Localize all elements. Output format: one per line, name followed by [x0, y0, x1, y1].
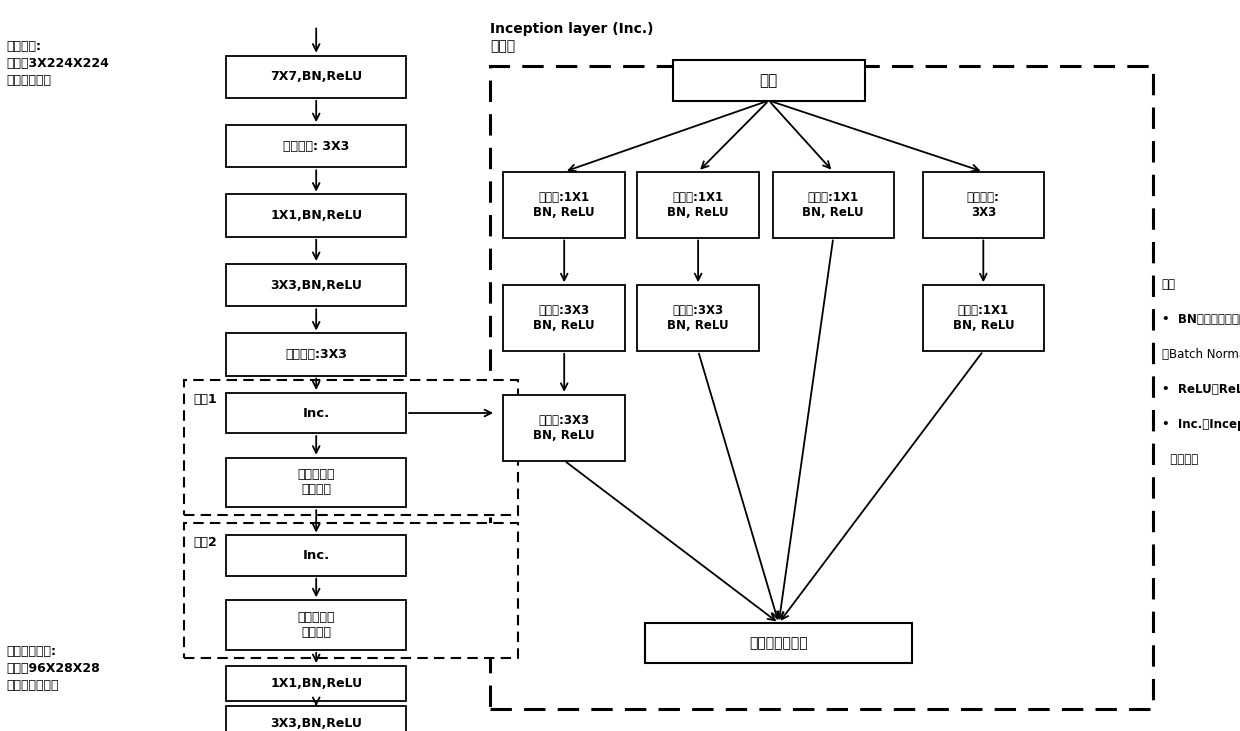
FancyBboxPatch shape [226, 535, 407, 576]
FancyBboxPatch shape [184, 380, 518, 515]
FancyBboxPatch shape [923, 172, 1044, 238]
Text: 最大池化:3X3: 最大池化:3X3 [285, 348, 347, 361]
FancyBboxPatch shape [226, 706, 407, 731]
Text: 卷积核:1X1
BN, ReLU: 卷积核:1X1 BN, ReLU [952, 304, 1014, 332]
FancyBboxPatch shape [226, 666, 407, 701]
FancyBboxPatch shape [226, 333, 407, 376]
FancyBboxPatch shape [773, 172, 894, 238]
Text: 二维注意力
机制模块: 二维注意力 机制模块 [298, 469, 335, 496]
Text: 卷积核:1X1
BN, ReLU: 卷积核:1X1 BN, ReLU [802, 191, 864, 219]
Text: 输入: 输入 [760, 73, 777, 88]
Text: 卷积核:3X3
BN, ReLU: 卷积核:3X3 BN, ReLU [667, 304, 729, 332]
Text: •  Inc.指Inception 网络的: • Inc.指Inception 网络的 [1162, 418, 1240, 431]
Text: 3X3,BN,ReLU: 3X3,BN,ReLU [270, 279, 362, 292]
Text: 模块2: 模块2 [193, 536, 217, 549]
Text: •  BN指批量归一化操作: • BN指批量归一化操作 [1162, 313, 1240, 326]
Text: 3X3,BN,ReLU: 3X3,BN,ReLU [270, 717, 362, 730]
Text: 卷积核:3X3
BN, ReLU: 卷积核:3X3 BN, ReLU [533, 304, 595, 332]
FancyBboxPatch shape [503, 395, 625, 461]
Text: 注：: 注： [1162, 278, 1176, 291]
Text: （Batch Normalization）: （Batch Normalization） [1162, 348, 1240, 361]
Text: 输入图像:
大小为3X224X224
单位（像素）: 输入图像: 大小为3X224X224 单位（像素） [6, 40, 109, 87]
Text: 1X1,BN,ReLU: 1X1,BN,ReLU [270, 677, 362, 690]
Text: Inc.: Inc. [303, 549, 330, 562]
Text: 二维注意力
机制模块: 二维注意力 机制模块 [298, 611, 335, 639]
Text: 模块1: 模块1 [193, 393, 217, 406]
FancyBboxPatch shape [923, 285, 1044, 351]
FancyBboxPatch shape [184, 523, 518, 658]
FancyBboxPatch shape [226, 56, 407, 98]
Text: 最大池化: 3X3: 最大池化: 3X3 [283, 140, 350, 153]
FancyBboxPatch shape [637, 285, 759, 351]
Text: 卷积核:1X1
BN, ReLU: 卷积核:1X1 BN, ReLU [667, 191, 729, 219]
FancyBboxPatch shape [637, 172, 759, 238]
Text: •  ReLU指ReLU激活函数: • ReLU指ReLU激活函数 [1162, 383, 1240, 396]
Text: 卷积核:3X3
BN, ReLU: 卷积核:3X3 BN, ReLU [533, 414, 595, 442]
FancyBboxPatch shape [226, 264, 407, 306]
FancyBboxPatch shape [672, 60, 866, 100]
Text: 四路拼接，输出: 四路拼接，输出 [749, 636, 808, 651]
Text: 单元模块: 单元模块 [1162, 453, 1198, 466]
Text: 平均池化:
3X3: 平均池化: 3X3 [967, 191, 999, 219]
FancyBboxPatch shape [226, 458, 407, 507]
FancyBboxPatch shape [226, 125, 407, 167]
FancyBboxPatch shape [226, 600, 407, 650]
Text: 7X7,BN,ReLU: 7X7,BN,ReLU [270, 70, 362, 83]
Text: Inception layer (Inc.)
内结构: Inception layer (Inc.) 内结构 [490, 22, 653, 53]
FancyBboxPatch shape [226, 194, 407, 237]
FancyBboxPatch shape [503, 172, 625, 238]
Text: 1X1,BN,ReLU: 1X1,BN,ReLU [270, 209, 362, 222]
Text: 输出浅层特征:
大小为96X28X28
（单位：像素）: 输出浅层特征: 大小为96X28X28 （单位：像素） [6, 645, 100, 692]
FancyBboxPatch shape [645, 623, 911, 664]
Text: 卷积核:1X1
BN, ReLU: 卷积核:1X1 BN, ReLU [533, 191, 595, 219]
FancyBboxPatch shape [503, 285, 625, 351]
FancyBboxPatch shape [226, 393, 407, 433]
Text: Inc.: Inc. [303, 406, 330, 420]
FancyBboxPatch shape [490, 66, 1153, 709]
